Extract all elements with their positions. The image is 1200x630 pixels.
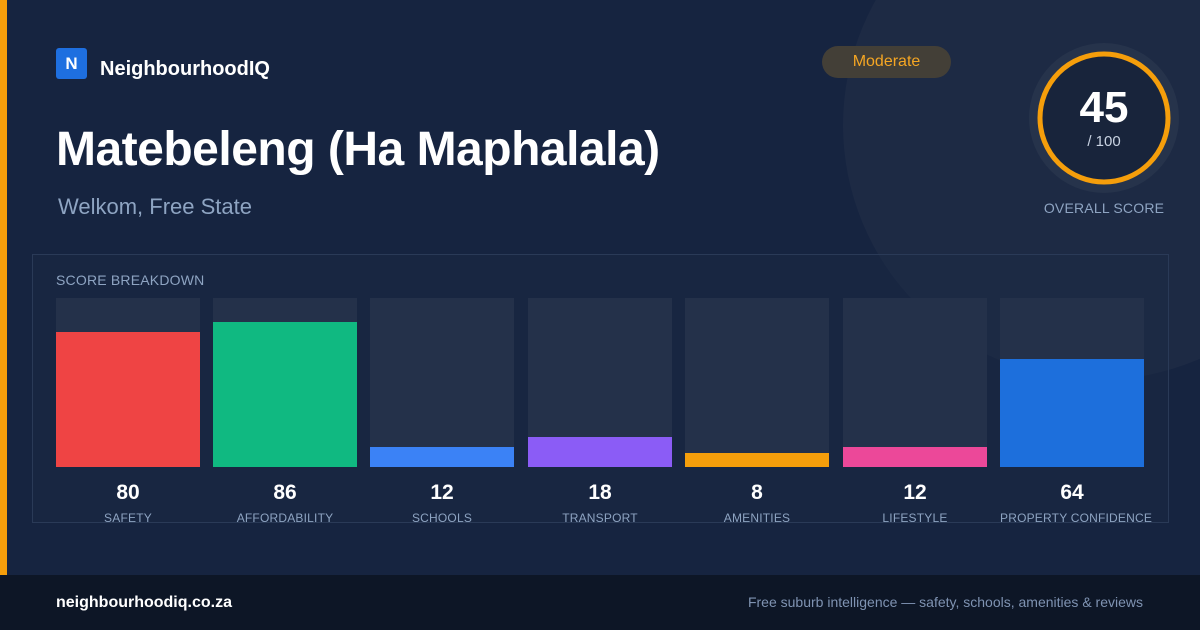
- metric-lifestyle: 12 LIFESTYLE: [843, 298, 987, 525]
- metric-value: 86: [273, 481, 297, 504]
- metric-label: LIFESTYLE: [882, 511, 948, 525]
- metric-value: 18: [588, 481, 612, 504]
- score-ring: [1029, 43, 1179, 193]
- bar-track: [685, 298, 829, 467]
- overall-score-max: / 100: [1087, 133, 1121, 150]
- metric-label: AFFORDABILITY: [236, 511, 334, 525]
- score-ring-arc: [1037, 51, 1171, 185]
- footer-tagline: Free suburb intelligence — safety, schoo…: [747, 594, 1143, 610]
- brand-name: NeighbourhoodIQ: [100, 58, 270, 80]
- metric-label: SCHOOLS: [411, 511, 473, 525]
- metric-label: AMENITIES: [723, 511, 791, 525]
- metric-property-confidence: 64 PROPERTY CONFIDENCE: [1000, 298, 1153, 525]
- metric-value: 12: [430, 481, 454, 504]
- logo-icon: N: [56, 48, 87, 79]
- score-ring-inner: [1041, 55, 1167, 181]
- bar-track: [528, 298, 672, 467]
- accent-bar: [0, 0, 7, 575]
- metric-value: 12: [903, 481, 927, 504]
- metric-schools: 12 SCHOOLS: [370, 298, 514, 525]
- bar-fill-schools: [370, 446, 514, 467]
- metric-affordability: 86 AFFORDABILITY: [213, 298, 357, 525]
- bar-track: [213, 298, 357, 467]
- metric-value: 8: [751, 481, 763, 504]
- metric-value: 64: [1060, 481, 1084, 504]
- suburb-location: Welkom, Free State: [58, 194, 252, 219]
- metric-label: SAFETY: [104, 511, 152, 525]
- bar-fill-lifestyle: [843, 446, 987, 467]
- bar-track: [56, 298, 200, 467]
- footer: [0, 575, 1200, 630]
- metric-transport: 18 TRANSPORT: [528, 298, 672, 525]
- bar-track: [843, 298, 987, 467]
- bar-fill-transport: [528, 436, 672, 467]
- metric-safety: 80 SAFETY: [56, 298, 200, 525]
- overall-score-label: OVERALL SCORE: [1043, 200, 1165, 216]
- suburb-title: Matebeleng (Ha Maphalala): [56, 123, 660, 176]
- metric-label: TRANSPORT: [562, 511, 638, 525]
- bar-fill-affordability: [213, 321, 357, 467]
- overall-score: 45: [1079, 83, 1129, 132]
- rating-badge: Moderate: [822, 46, 951, 78]
- bar-fill-property-confidence: [1000, 358, 1144, 467]
- breakdown-title: SCORE BREAKDOWN: [56, 272, 205, 288]
- bar-fill-amenities: [685, 453, 829, 467]
- footer-link[interactable]: neighbourhoodiq.co.za: [56, 594, 232, 611]
- bar-track: [370, 298, 514, 467]
- bar-track: [1000, 298, 1144, 467]
- brand[interactable]: N NeighbourhoodIQ: [56, 46, 270, 81]
- metric-label: PROPERTY CONFIDENCE: [1000, 511, 1153, 525]
- bar-fill-safety: [56, 331, 200, 467]
- metric-amenities: 8 AMENITIES: [685, 298, 829, 525]
- metric-value: 80: [116, 481, 140, 504]
